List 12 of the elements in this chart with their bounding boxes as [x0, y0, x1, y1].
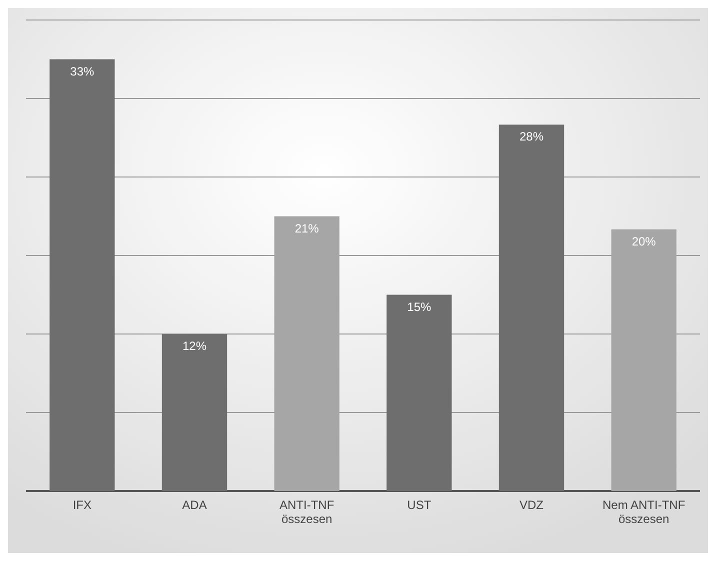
x-tick-label: IFX	[72, 498, 92, 512]
data-label: 15%	[407, 300, 432, 314]
x-tick-label: Nem ANTI-TNF összesen	[602, 498, 686, 526]
x-tick-label: UST	[407, 498, 432, 512]
data-label: 28%	[519, 130, 544, 144]
x-tick-label: ADA	[182, 498, 207, 512]
data-label: 12%	[182, 339, 207, 353]
x-tick-label: ANTI-TNF összesen	[280, 498, 334, 526]
x-tick-label: VDZ	[520, 498, 544, 512]
data-label: 33%	[70, 64, 94, 78]
data-label: 21%	[294, 221, 320, 236]
data-label: 20%	[632, 234, 656, 248]
